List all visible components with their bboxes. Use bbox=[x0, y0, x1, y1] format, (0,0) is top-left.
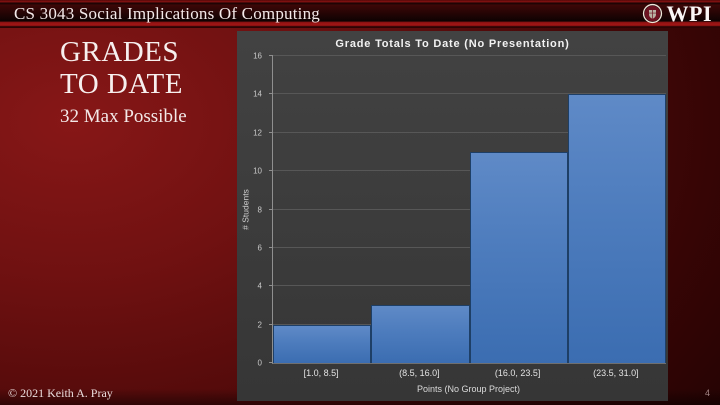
gridline bbox=[273, 55, 666, 56]
wpi-seal-icon bbox=[642, 3, 662, 24]
y-tick-mark bbox=[269, 131, 273, 133]
y-tick-label: 6 bbox=[257, 243, 262, 253]
x-tick-label: (16.0, 23.5] bbox=[494, 368, 541, 378]
y-tick-label: 12 bbox=[253, 128, 262, 138]
chart-title: Grade Totals To Date (No Presentation) bbox=[335, 38, 570, 50]
y-tick-label: 0 bbox=[257, 358, 262, 368]
y-tick-mark bbox=[269, 362, 273, 363]
y-tick-label: 8 bbox=[257, 205, 262, 214]
wpi-logo: WPI bbox=[642, 0, 713, 27]
gridline bbox=[273, 131, 666, 133]
course-title: CS 3043 Social Implications Of Computing bbox=[14, 4, 320, 23]
header-bar: CS 3043 Social Implications Of Computing… bbox=[0, 0, 720, 28]
x-tick-label: (23.5, 31.0] bbox=[593, 368, 639, 378]
y-tick-mark bbox=[269, 208, 273, 210]
y-tick-mark bbox=[269, 285, 273, 287]
slide-subtitle: 32 Max Possible bbox=[60, 106, 187, 127]
y-tick-mark bbox=[269, 170, 273, 172]
x-axis-title: Points (No Group Project) bbox=[416, 384, 521, 394]
x-axis-labels: [1.0, 8.5] (8.5, 16.0] (16.0, 23.5] (23.5, … bbox=[272, 368, 665, 380]
histogram-bar bbox=[567, 94, 666, 363]
slide-title: GRADES TO DATE bbox=[60, 36, 183, 100]
y-tick-mark bbox=[269, 246, 273, 248]
histogram-bar bbox=[273, 324, 372, 363]
wpi-logo-text: WPI bbox=[666, 0, 712, 26]
page-number: 4 bbox=[704, 388, 710, 398]
chart-panel: Grade Totals To Date (No Presentation) #… bbox=[237, 31, 668, 401]
histogram-bar bbox=[469, 151, 568, 363]
y-tick-mark bbox=[269, 93, 273, 95]
histogram-bar bbox=[371, 305, 470, 363]
plot-area bbox=[269, 55, 666, 364]
y-tick-label: 16 bbox=[253, 51, 262, 61]
x-tick-label: [1.0, 8.5] bbox=[303, 368, 339, 378]
y-tick-label: 10 bbox=[253, 166, 262, 176]
y-axis-labels: 0 2 4 6 8 10 12 14 16 bbox=[237, 52, 268, 368]
y-tick-label: 4 bbox=[257, 281, 262, 291]
y-tick-label: 2 bbox=[257, 320, 262, 330]
x-tick-label: (8.5, 16.0] bbox=[399, 368, 440, 378]
y-tick-mark bbox=[269, 323, 273, 325]
y-tick-label: 14 bbox=[253, 89, 262, 99]
y-tick-mark bbox=[269, 55, 273, 56]
gridline bbox=[273, 93, 666, 95]
copyright-text: © 2021 Keith A. Pray bbox=[8, 386, 113, 400]
